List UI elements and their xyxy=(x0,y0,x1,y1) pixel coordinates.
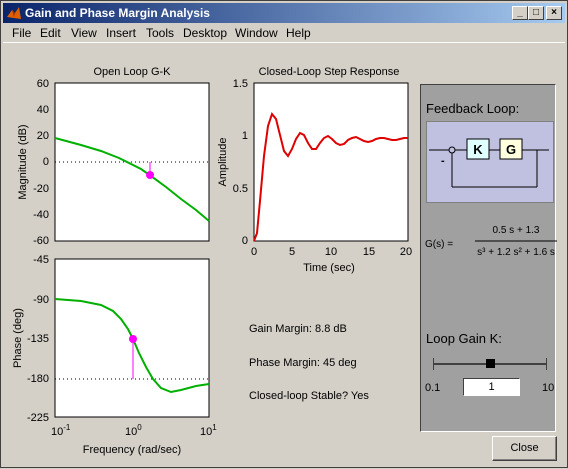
feedback-heading: Feedback Loop: xyxy=(426,101,520,116)
svg-text:K: K xyxy=(473,142,483,157)
phase-ytick: -135 xyxy=(27,333,49,345)
close-window-button[interactable]: × xyxy=(546,6,562,20)
svg-text:0.5 s + 1.3: 0.5 s + 1.3 xyxy=(493,225,540,236)
svg-text:s³ + 1.2 s² + 1.6 s: s³ + 1.2 s² + 1.6 s xyxy=(477,247,555,258)
step-ytick: 0.5 xyxy=(233,183,248,195)
magnitude-curve xyxy=(54,137,210,222)
magnitude-plot: Open Loop G-K Magnitude (dB) 60 40 20 0 … xyxy=(17,66,210,247)
slider-min-label: 0.1 xyxy=(425,382,441,394)
close-button[interactable]: Close xyxy=(492,436,557,461)
phase-ytick: -90 xyxy=(33,294,49,306)
mag-ytick: -60 xyxy=(33,235,49,247)
block-k xyxy=(466,138,490,160)
slider-max-label: 10 xyxy=(542,382,555,394)
step-title: Closed-Loop Step Response xyxy=(259,66,400,78)
phase-ylabel: Phase (deg) xyxy=(12,308,24,368)
block-diagram: K G - xyxy=(429,138,549,188)
phase-ytick: -225 xyxy=(27,412,49,424)
menu-view[interactable]: View xyxy=(71,26,97,40)
phase-curve xyxy=(54,298,210,394)
step-xtick: 5 xyxy=(289,246,295,258)
matlab-icon xyxy=(7,7,21,19)
step-xtick: 10 xyxy=(325,246,337,258)
phase-plot: Phase (deg) Frequency (rad/sec) -45 -90 … xyxy=(12,254,217,456)
step-ylabel: Amplitude xyxy=(217,138,229,187)
loop-gain-slider[interactable] xyxy=(433,355,547,373)
phase-ytick: -45 xyxy=(33,254,49,266)
transfer-function-svg: G(s) = 0.5 s + 1.3 s³ + 1.2 s² + 1.6 s xyxy=(425,225,557,258)
magnitude-title: Open Loop G-K xyxy=(93,66,171,78)
mag-ytick: 0 xyxy=(43,156,49,168)
menu-edit[interactable]: Edit xyxy=(40,26,61,40)
title-bar: Gain and Phase Margin Analysis _ □ × xyxy=(3,3,565,23)
step-response-curve xyxy=(253,111,408,242)
mag-ytick: 20 xyxy=(37,130,49,142)
mag-ytick: 40 xyxy=(37,104,49,116)
phase-margin-text: Phase Margin: 45 deg xyxy=(249,357,357,369)
mag-ytick: -40 xyxy=(33,209,49,221)
menu-help[interactable]: Help xyxy=(286,26,311,40)
phase-xtick: 100 xyxy=(125,423,142,438)
phase-xtick: 10-1 xyxy=(51,423,71,438)
slider-max-tick xyxy=(546,358,547,370)
loop-gain-label: Loop Gain K: xyxy=(426,331,502,346)
phase-ytick: -180 xyxy=(27,373,49,385)
minimize-button[interactable]: _ xyxy=(512,6,528,20)
step-ytick: 0 xyxy=(242,235,248,247)
feedback-panel: Feedback Loop: K G - G(s) = 0.5 s xyxy=(420,84,557,432)
window-title: Gain and Phase Margin Analysis xyxy=(25,6,210,20)
block-g xyxy=(499,138,523,160)
phase-margin-marker[interactable] xyxy=(129,335,137,343)
gain-margin-text: Gain Margin: 8.8 dB xyxy=(249,323,347,335)
step-xtick: 0 xyxy=(251,246,257,258)
menu-file[interactable]: File xyxy=(12,26,32,40)
gain-margin-marker[interactable] xyxy=(146,171,154,179)
magnitude-ylabel: Magnitude (dB) xyxy=(17,124,29,199)
phase-xtick: 101 xyxy=(200,423,217,438)
step-plot: Closed-Loop Step Response Amplitude Time… xyxy=(217,66,412,274)
slider-thumb[interactable] xyxy=(486,359,495,368)
gain-input[interactable] xyxy=(463,378,520,396)
stability-text: Closed-loop Stable? Yes xyxy=(249,390,369,402)
mag-ytick: -20 xyxy=(33,183,49,195)
step-xtick: 20 xyxy=(400,246,412,258)
transfer-function: G(s) = 0.5 s + 1.3 s³ + 1.2 s² + 1.6 s xyxy=(425,225,557,265)
svg-text:-: - xyxy=(441,155,445,167)
step-xlabel: Time (sec) xyxy=(303,262,355,274)
menu-bar: File Edit View Insert Tools Desktop Wind… xyxy=(3,23,565,43)
menu-tools[interactable]: Tools xyxy=(146,26,175,40)
svg-text:G: G xyxy=(506,142,516,157)
step-xtick: 15 xyxy=(363,246,375,258)
feedback-diagram: K G - xyxy=(426,121,554,203)
menu-insert[interactable]: Insert xyxy=(106,26,137,40)
step-ytick: 1 xyxy=(242,130,248,142)
mag-ytick: 60 xyxy=(37,78,49,90)
slider-min-tick xyxy=(433,358,434,370)
step-ytick: 1.5 xyxy=(233,78,248,90)
phase-xlabel: Frequency (rad/sec) xyxy=(83,444,181,456)
summing-junction xyxy=(448,146,456,154)
menu-window[interactable]: Window xyxy=(235,26,278,40)
menu-desktop[interactable]: Desktop xyxy=(183,26,228,40)
maximize-button[interactable]: □ xyxy=(528,6,544,20)
svg-text:G(s) =: G(s) = xyxy=(425,239,453,250)
